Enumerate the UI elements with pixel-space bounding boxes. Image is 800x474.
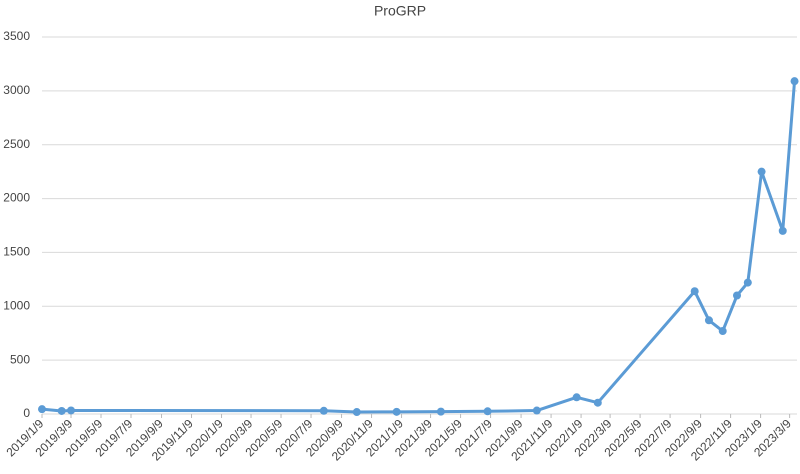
- y-tick-label: 3000: [3, 83, 30, 97]
- data-point: [732, 291, 741, 300]
- data-point: [38, 405, 46, 414]
- chart-title: ProGRP: [374, 3, 426, 19]
- data-point: [718, 327, 727, 336]
- data-point: [483, 407, 492, 416]
- y-tick-label: 1000: [3, 298, 30, 312]
- data-point: [67, 406, 76, 415]
- data-point: [532, 406, 541, 415]
- data-point: [572, 393, 581, 402]
- y-tick-label: 2000: [3, 191, 30, 205]
- data-point: [790, 77, 799, 86]
- data-point: [57, 406, 66, 415]
- y-tick-label: 2500: [3, 137, 30, 151]
- y-tick-label: 3500: [3, 29, 30, 43]
- data-point: [704, 316, 713, 325]
- data-point: [778, 226, 787, 235]
- y-tick-label: 1500: [3, 245, 30, 259]
- data-point: [392, 407, 401, 416]
- y-tick-label: 0: [23, 406, 30, 420]
- data-point: [743, 278, 752, 287]
- series-line: [41, 81, 797, 414]
- data-point: [352, 408, 361, 417]
- data-point: [593, 398, 602, 407]
- y-tick-label: 500: [10, 352, 30, 366]
- data-point: [319, 406, 328, 415]
- data-point: [436, 407, 445, 416]
- data-point: [690, 287, 699, 296]
- data-point: [757, 167, 766, 176]
